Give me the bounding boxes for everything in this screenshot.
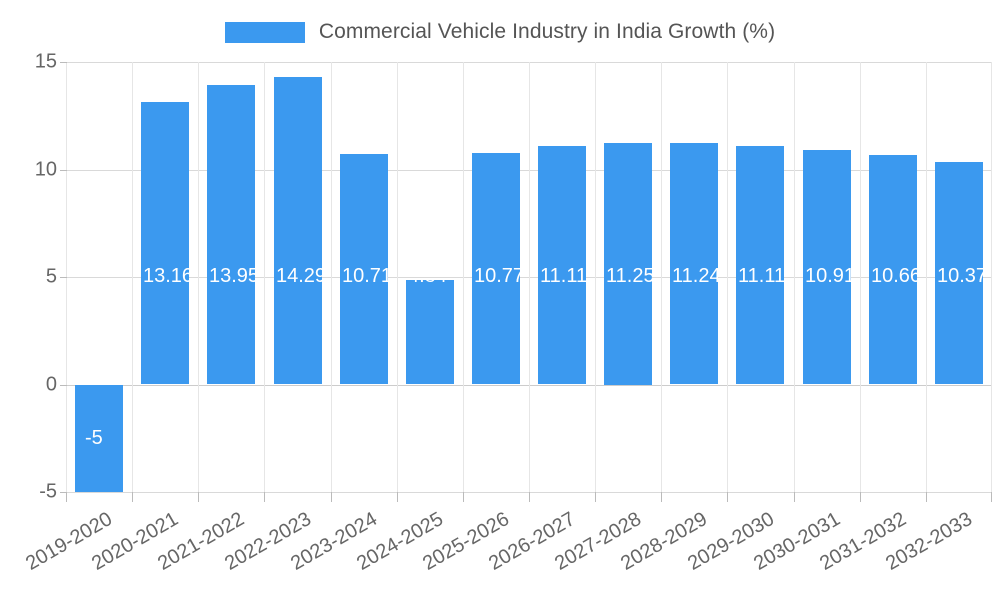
x-tick-mark <box>926 492 927 502</box>
bar[interactable]: 4.84 <box>406 280 454 385</box>
y-tick-mark <box>60 277 67 278</box>
bar[interactable]: 13.95 <box>207 84 255 385</box>
chart-legend[interactable]: Commercial Vehicle Industry in India Gro… <box>0 14 1000 50</box>
y-axis-labels: 15 10 5 0 -5 <box>0 0 57 600</box>
y-tick-label: 0 <box>45 373 57 395</box>
legend-color-swatch <box>224 21 305 43</box>
x-gridline <box>264 62 265 492</box>
x-tick-mark <box>991 492 992 502</box>
y-tick-mark <box>60 384 67 386</box>
x-gridline <box>926 62 927 492</box>
x-gridline <box>529 62 530 492</box>
bar[interactable]: 11.24 <box>670 142 718 385</box>
y-tick-label: 5 <box>45 265 57 288</box>
bar[interactable]: 10.91 <box>803 149 851 385</box>
x-tick-mark <box>198 492 199 502</box>
bar[interactable]: 10.66 <box>869 155 917 385</box>
x-gridline <box>331 62 332 492</box>
x-tick-mark <box>66 492 67 502</box>
x-gridline <box>991 62 992 492</box>
x-tick-mark <box>595 492 596 502</box>
bar-value-label: 10.37 <box>937 264 983 287</box>
x-tick-mark <box>661 492 662 502</box>
bar[interactable]: 11.25 <box>604 142 652 385</box>
x-tick-mark <box>331 492 332 502</box>
y-tick-mark <box>60 169 67 171</box>
x-gridline <box>727 62 728 492</box>
bar-value-label: 10.71 <box>342 264 388 287</box>
bar[interactable]: 10.71 <box>340 154 388 385</box>
x-tick-mark <box>264 492 265 502</box>
bar[interactable]: 13.16 <box>141 101 189 385</box>
x-tick-mark <box>463 492 464 502</box>
y-tick-label: 15 <box>34 50 57 73</box>
x-gridline <box>794 62 795 492</box>
bar-value-label: 14.29 <box>276 264 322 287</box>
y-tick-mark <box>60 492 67 493</box>
bar-value-label: 11.11 <box>738 264 784 287</box>
x-gridline <box>860 62 861 492</box>
x-gridline <box>397 62 398 492</box>
x-gridline <box>463 62 464 492</box>
y-tick-mark <box>60 62 67 63</box>
x-tick-mark <box>860 492 861 502</box>
plot-area: -5 13.16 13.95 14.29 10.71 4.84 10.77 11.11 11.2… <box>66 62 992 493</box>
y-tick-label: 10 <box>34 158 57 180</box>
bar[interactable]: 11.11 <box>736 145 784 385</box>
bar-value-label: 10.91 <box>805 264 851 287</box>
x-gridline <box>595 62 596 492</box>
bar-value-label: 4.84 <box>408 280 447 286</box>
x-tick-mark <box>794 492 795 502</box>
bar-value-label: 11.11 <box>540 264 586 287</box>
bar[interactable]: 14.29 <box>274 77 322 385</box>
legend-label: Commercial Vehicle Industry in India Gro… <box>318 20 776 43</box>
bar-value-label: 13.95 <box>209 264 255 287</box>
y-tick-label: -5 <box>39 480 57 503</box>
bar-value-label: 10.66 <box>871 264 917 287</box>
bar[interactable]: 10.77 <box>472 152 520 385</box>
x-tick-mark <box>727 492 728 502</box>
bar-value-label: 11.25 <box>606 265 652 287</box>
bar[interactable]: 10.37 <box>935 161 983 385</box>
x-gridline <box>661 62 662 492</box>
x-tick-mark <box>397 492 398 502</box>
bar-value-label: 11.24 <box>672 264 718 287</box>
bar[interactable]: -5 <box>75 384 123 492</box>
x-tick-mark <box>132 492 133 502</box>
x-gridline <box>198 62 199 492</box>
x-tick-mark <box>529 492 530 502</box>
x-gridline <box>132 62 133 492</box>
bar[interactable]: 11.11 <box>538 145 586 385</box>
bar-value-label: -5 <box>85 427 103 450</box>
bar-value-label: 10.77 <box>474 264 520 287</box>
bar-value-label: 13.16 <box>143 264 189 287</box>
